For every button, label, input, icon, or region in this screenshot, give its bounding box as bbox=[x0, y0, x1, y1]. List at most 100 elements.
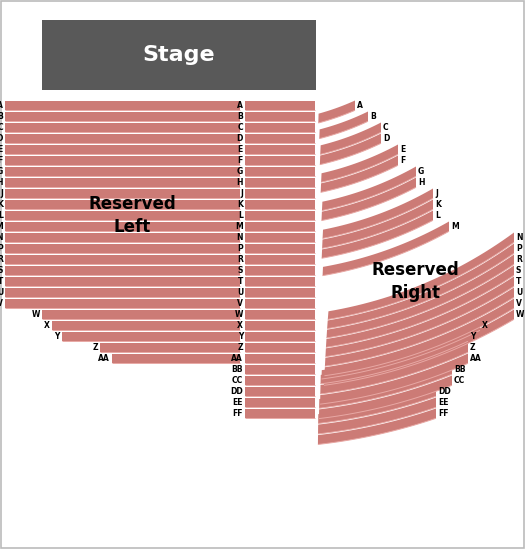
Bar bbox=[245, 111, 315, 121]
Text: P: P bbox=[0, 244, 3, 253]
Bar bbox=[5, 188, 240, 198]
Bar bbox=[245, 221, 315, 231]
Bar bbox=[245, 277, 315, 286]
Text: N: N bbox=[516, 233, 522, 242]
Text: BB: BB bbox=[454, 365, 466, 374]
Bar bbox=[5, 133, 240, 143]
Bar bbox=[5, 232, 240, 242]
Polygon shape bbox=[322, 210, 433, 258]
Text: BB: BB bbox=[232, 365, 243, 374]
Bar bbox=[245, 288, 315, 298]
Text: Z: Z bbox=[237, 343, 243, 352]
Bar bbox=[5, 111, 240, 121]
Text: FF: FF bbox=[438, 409, 448, 418]
Text: K: K bbox=[435, 200, 441, 209]
Polygon shape bbox=[321, 321, 480, 379]
Bar bbox=[245, 376, 315, 385]
Text: H: H bbox=[418, 178, 425, 187]
Text: K: K bbox=[0, 200, 3, 209]
Text: D: D bbox=[237, 134, 243, 143]
Text: R: R bbox=[237, 255, 243, 264]
Text: T: T bbox=[516, 277, 521, 286]
Text: U: U bbox=[0, 288, 3, 297]
Text: Reserved
Left: Reserved Left bbox=[89, 195, 176, 236]
Text: D: D bbox=[0, 134, 3, 143]
Bar bbox=[245, 397, 315, 407]
Bar bbox=[5, 155, 240, 165]
Polygon shape bbox=[321, 155, 398, 192]
Text: V: V bbox=[0, 299, 3, 308]
Text: B: B bbox=[237, 112, 243, 121]
Polygon shape bbox=[320, 354, 468, 404]
Bar bbox=[5, 210, 240, 220]
Bar bbox=[245, 299, 315, 309]
Bar bbox=[112, 354, 240, 363]
Text: A: A bbox=[0, 101, 3, 110]
Bar bbox=[245, 100, 315, 110]
Polygon shape bbox=[322, 188, 433, 238]
Bar bbox=[245, 155, 315, 165]
Text: Y: Y bbox=[55, 332, 60, 341]
Text: Z: Z bbox=[470, 343, 476, 352]
Bar bbox=[5, 166, 240, 176]
Text: S: S bbox=[516, 266, 521, 275]
Text: FF: FF bbox=[233, 409, 243, 418]
Polygon shape bbox=[321, 332, 468, 384]
Bar bbox=[245, 408, 315, 418]
Text: E: E bbox=[400, 145, 405, 154]
Polygon shape bbox=[319, 365, 452, 408]
Polygon shape bbox=[328, 232, 514, 320]
Text: A: A bbox=[357, 101, 363, 110]
Polygon shape bbox=[318, 408, 436, 445]
Text: G: G bbox=[0, 167, 3, 176]
Bar bbox=[5, 221, 240, 231]
Text: W: W bbox=[32, 310, 40, 319]
Text: AA: AA bbox=[470, 354, 482, 363]
Polygon shape bbox=[324, 310, 514, 385]
Text: E: E bbox=[0, 145, 3, 154]
Text: J: J bbox=[240, 189, 243, 198]
Text: U: U bbox=[516, 288, 522, 297]
Text: C: C bbox=[0, 123, 3, 132]
Bar bbox=[100, 343, 240, 352]
Bar bbox=[5, 299, 240, 309]
Text: F: F bbox=[0, 156, 3, 165]
Bar bbox=[5, 266, 240, 275]
Bar bbox=[245, 144, 315, 154]
Text: Z: Z bbox=[92, 343, 98, 352]
Text: EE: EE bbox=[233, 398, 243, 407]
Text: U: U bbox=[237, 288, 243, 297]
Text: J: J bbox=[435, 189, 438, 198]
Text: AA: AA bbox=[231, 354, 243, 363]
Text: T: T bbox=[238, 277, 243, 286]
Text: W: W bbox=[235, 310, 243, 319]
Text: C: C bbox=[237, 123, 243, 132]
Text: R: R bbox=[0, 255, 3, 264]
Polygon shape bbox=[322, 221, 449, 276]
Bar bbox=[245, 133, 315, 143]
Polygon shape bbox=[318, 100, 355, 123]
Text: P: P bbox=[237, 244, 243, 253]
Polygon shape bbox=[320, 343, 468, 394]
Bar bbox=[245, 321, 315, 330]
Bar bbox=[5, 100, 240, 110]
Text: F: F bbox=[238, 156, 243, 165]
Bar bbox=[5, 122, 240, 132]
Text: N: N bbox=[236, 233, 243, 242]
Bar bbox=[5, 144, 240, 154]
Text: C: C bbox=[383, 123, 388, 132]
Bar bbox=[245, 365, 315, 374]
Polygon shape bbox=[319, 376, 452, 418]
Text: M: M bbox=[235, 222, 243, 231]
Polygon shape bbox=[325, 288, 514, 366]
Polygon shape bbox=[326, 266, 514, 348]
Text: X: X bbox=[44, 321, 50, 330]
Text: J: J bbox=[0, 189, 3, 198]
Text: Y: Y bbox=[238, 332, 243, 341]
Bar bbox=[5, 244, 240, 253]
Bar bbox=[245, 310, 315, 320]
Text: M: M bbox=[0, 222, 3, 231]
Bar bbox=[245, 188, 315, 198]
Polygon shape bbox=[320, 133, 381, 165]
Bar bbox=[52, 321, 240, 330]
